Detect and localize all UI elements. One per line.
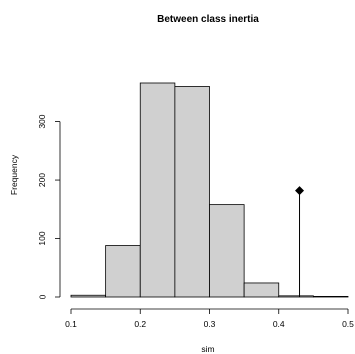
- x-tick-label-4: 0.5: [342, 319, 354, 329]
- y-tick-label-3: 300: [37, 114, 47, 128]
- y-tick-label-0: 0: [37, 294, 47, 299]
- x-tick-label-0: 0.1: [65, 319, 77, 329]
- x-tick-label-1: 0.2: [134, 319, 146, 329]
- y-tick-label-1: 100: [37, 231, 47, 245]
- histogram-bar-2: [139, 82, 176, 298]
- histogram-bar-1: [105, 245, 141, 298]
- chart-title: Between class inertia: [157, 14, 259, 25]
- observed-value-point: [295, 186, 305, 196]
- x-tick-label-2: 0.3: [204, 319, 216, 329]
- x-tick-label-3: 0.4: [273, 319, 285, 329]
- y-axis-label: Frequency: [9, 154, 19, 195]
- histogram-bar-3: [174, 86, 210, 298]
- y-axis: 0 100 200 300: [37, 114, 61, 299]
- histogram-bar-5: [243, 282, 280, 298]
- x-axis: 0.1 0.2 0.3 0.4 0.5: [65, 308, 354, 329]
- bars-group: [70, 82, 349, 298]
- x-axis-label: sim: [201, 344, 214, 354]
- histogram-bar-4: [209, 204, 245, 298]
- observed-value-marker: [295, 186, 305, 297]
- histogram-bar-7: [312, 296, 349, 298]
- histogram-bar-6: [278, 295, 314, 298]
- y-tick-label-2: 200: [37, 173, 47, 187]
- histogram-bar-0: [70, 294, 107, 298]
